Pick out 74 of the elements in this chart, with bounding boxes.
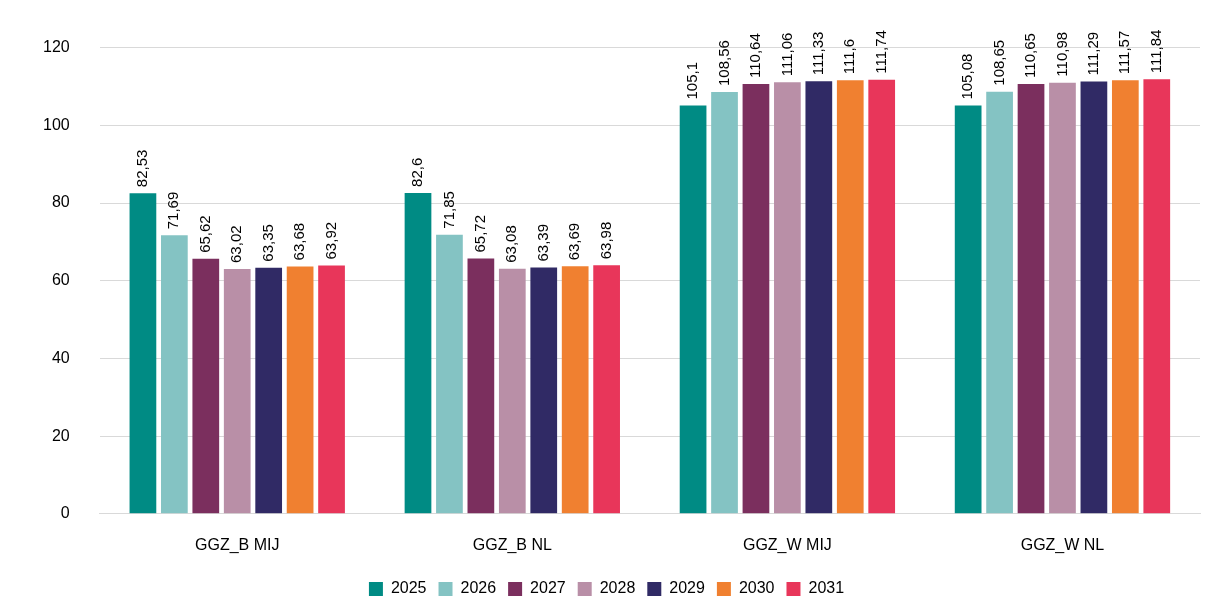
- legend-label: 2027: [530, 579, 566, 597]
- bar: [1111, 80, 1139, 514]
- bar: [1017, 83, 1045, 514]
- y-tick-label: 40: [51, 348, 70, 366]
- bar: [774, 82, 801, 514]
- legend-label: 2025: [390, 579, 427, 597]
- bar: [404, 192, 432, 514]
- bar: [1080, 81, 1108, 514]
- data-label: 105,1: [683, 61, 701, 100]
- legend-label: 2031: [808, 579, 845, 597]
- bar: [223, 268, 251, 514]
- bar: [1049, 82, 1076, 514]
- data-label: 65,62: [195, 215, 213, 253]
- bar: [129, 193, 157, 514]
- bar: [192, 258, 220, 514]
- bar: [561, 266, 589, 514]
- data-label: 111,74: [871, 30, 889, 74]
- data-label: 82,53: [133, 149, 151, 188]
- y-tick-label: 100: [42, 115, 70, 133]
- x-tick-label: GGZ_B MIJ: [195, 535, 280, 554]
- data-label: 110,65: [1021, 33, 1039, 78]
- bar: [467, 258, 495, 514]
- bar: [498, 268, 526, 514]
- data-label: 111,33: [808, 31, 826, 76]
- data-label: 71,69: [164, 191, 182, 230]
- data-label: 63,35: [258, 224, 276, 262]
- x-tick-label: GGZ_W NL: [1020, 535, 1105, 554]
- data-label: 63,92: [321, 221, 339, 260]
- x-tick-label: GGZ_B NL: [472, 535, 552, 554]
- data-label: 111,29: [1084, 31, 1102, 76]
- data-label: 111,06: [777, 32, 795, 77]
- bar: [161, 235, 188, 514]
- data-label: 111,57: [1115, 30, 1133, 75]
- data-label: 63,68: [290, 222, 308, 261]
- y-tick-label: 20: [51, 426, 70, 444]
- bar: [836, 80, 864, 514]
- bar: [436, 234, 463, 514]
- bar: [805, 81, 833, 514]
- data-label: 108,56: [714, 40, 732, 87]
- data-label: 108,65: [989, 39, 1007, 86]
- legend-label: 2029: [669, 579, 705, 597]
- legend-label: 2026: [460, 579, 497, 597]
- y-tick-label: 80: [51, 193, 70, 211]
- legend-label: 2028: [599, 579, 636, 597]
- bar: [593, 265, 620, 514]
- data-label: 63,98: [596, 221, 614, 260]
- bar: [318, 265, 345, 514]
- data-label: 110,98: [1052, 31, 1070, 77]
- y-tick-label: 60: [51, 271, 70, 289]
- data-label: 63,39: [533, 223, 551, 262]
- y-tick-label: 120: [42, 38, 70, 56]
- bar: [986, 91, 1013, 514]
- legend-label: 2030: [738, 579, 775, 597]
- bar: [954, 105, 982, 514]
- data-label: 63,08: [502, 225, 520, 263]
- bar: [255, 267, 283, 514]
- bar: [530, 267, 558, 514]
- data-label: 82,6: [408, 157, 426, 187]
- bar: [1143, 79, 1171, 514]
- data-label: 111,6: [840, 38, 858, 75]
- data-label: 63,02: [227, 225, 245, 263]
- bar: [286, 266, 314, 514]
- data-label: 105,08: [958, 53, 976, 100]
- data-label: 63,69: [565, 222, 583, 261]
- data-label: 71,85: [439, 191, 457, 229]
- data-label: 111,84: [1146, 29, 1164, 74]
- bar: [742, 83, 770, 514]
- bar: [679, 105, 707, 514]
- x-tick-label: GGZ_W MIJ: [742, 535, 832, 554]
- data-label: 65,72: [471, 214, 489, 253]
- y-tick-label: 0: [60, 504, 70, 522]
- bar: [711, 92, 738, 514]
- bar: [868, 79, 896, 514]
- data-label: 110,64: [746, 33, 764, 78]
